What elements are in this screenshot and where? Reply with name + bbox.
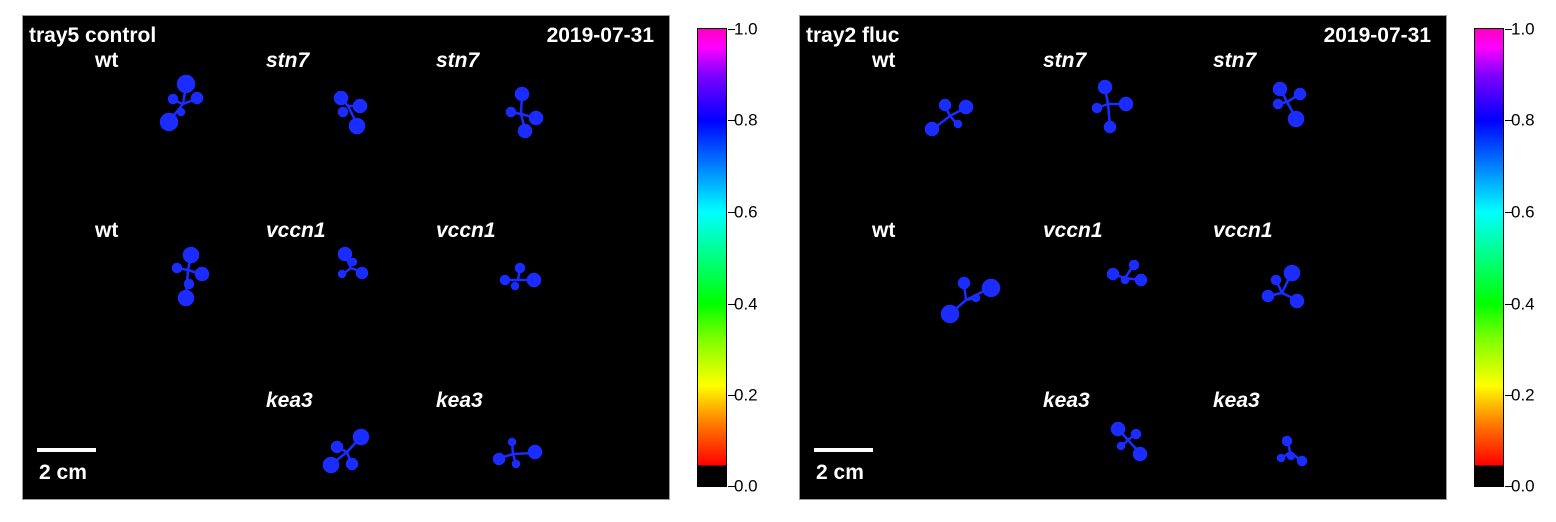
colorbar-gradient <box>698 29 726 486</box>
colorbar-tick <box>728 486 735 487</box>
colorbar-tick <box>728 29 735 30</box>
genotype-label: kea3 <box>1213 389 1260 412</box>
colorbar-tick-label: 1.0 <box>734 19 758 39</box>
plant-rosette <box>322 428 370 474</box>
colorbar-tick-label: 0.2 <box>734 385 758 405</box>
genotype-label: vccn1 <box>436 219 496 242</box>
scale-bar-label: 2 cm <box>39 461 87 484</box>
genotype-label: wt <box>95 49 119 72</box>
colorbar-tick <box>1505 120 1512 121</box>
plant-rosette <box>337 246 369 280</box>
colorbar-left: 1.0 0.8 0.6 0.4 0.2 0.0 <box>697 21 758 495</box>
colorbar-tick-label: 0.4 <box>734 294 758 314</box>
plant-rosette <box>1261 264 1305 309</box>
genotype-label: stn7 <box>1043 49 1087 72</box>
image-panel-left: tray5 control 2019-07-31 wt stn7 stn7 wt… <box>22 15 670 500</box>
colorbar-tick <box>728 212 735 213</box>
plant-rosette <box>924 98 974 137</box>
genotype-label: wt <box>872 219 896 242</box>
colorbar-tick <box>1505 212 1512 213</box>
colorbar-tick <box>728 304 735 305</box>
scale-bar-label: 2 cm <box>816 461 864 484</box>
plant-rosettes <box>159 74 544 474</box>
colorbar-tick <box>1505 304 1512 305</box>
image-panel-right: tray2 fluc 2019-07-31 wt stn7 stn7 wt vc… <box>799 15 1447 500</box>
colorbar-tick-label: 0.8 <box>734 110 758 130</box>
scale-bar <box>37 448 96 452</box>
plant-rosette <box>1091 79 1134 134</box>
genotype-label: vccn1 <box>266 219 326 242</box>
panel-title: tray2 fluc <box>806 24 900 47</box>
plant-rosettes <box>924 79 1308 467</box>
colorbar-tick <box>1505 29 1512 30</box>
genotype-label: kea3 <box>266 389 313 412</box>
genotype-label: stn7 <box>436 49 480 72</box>
colorbar-right: 1.0 0.8 0.6 0.4 0.2 0.0 <box>1474 21 1535 495</box>
colorbar-tick-label: 0.0 <box>1511 476 1535 496</box>
colorbar-tick-label: 0.2 <box>1511 385 1535 405</box>
plant-rosette <box>940 276 1001 324</box>
genotype-label: wt <box>872 49 896 72</box>
plant-rosette <box>505 86 544 139</box>
colorbar-tick-label: 0.6 <box>734 202 758 222</box>
panel-date: 2019-07-31 <box>546 24 654 47</box>
genotype-label: wt <box>95 219 119 242</box>
plant-rosette <box>1110 421 1148 462</box>
plant-rosette <box>171 246 210 307</box>
colorbar-tick-label: 0.0 <box>734 476 758 496</box>
plant-rosette <box>1276 435 1308 467</box>
genotype-label: kea3 <box>1043 389 1090 412</box>
genotype-label: vccn1 <box>1213 219 1273 242</box>
genotype-label: stn7 <box>266 49 310 72</box>
colorbar-tick <box>1505 395 1512 396</box>
plant-rosette <box>499 262 542 291</box>
colorbar-tick-label: 0.4 <box>1511 294 1535 314</box>
panel-title: tray5 control <box>29 24 157 47</box>
scale-bar <box>814 448 873 452</box>
genotype-label: kea3 <box>436 389 483 412</box>
colorbar-tick <box>728 395 735 396</box>
colorbar-tick <box>728 120 735 121</box>
genotype-label: vccn1 <box>1043 219 1103 242</box>
plant-rosette <box>159 74 204 132</box>
plant-rosette <box>492 437 543 469</box>
plant-rosette <box>1106 259 1148 287</box>
colorbar-tick <box>1505 486 1512 487</box>
genotype-label: stn7 <box>1213 49 1257 72</box>
colorbar-tick-label: 1.0 <box>1511 19 1535 39</box>
panel-date: 2019-07-31 <box>1323 24 1431 47</box>
colorbar-gradient <box>1475 29 1503 486</box>
colorbar-tick-label: 0.6 <box>1511 202 1535 222</box>
plant-rosette <box>1272 81 1307 128</box>
plant-rosette <box>333 90 368 135</box>
colorbar-tick-label: 0.8 <box>1511 110 1535 130</box>
